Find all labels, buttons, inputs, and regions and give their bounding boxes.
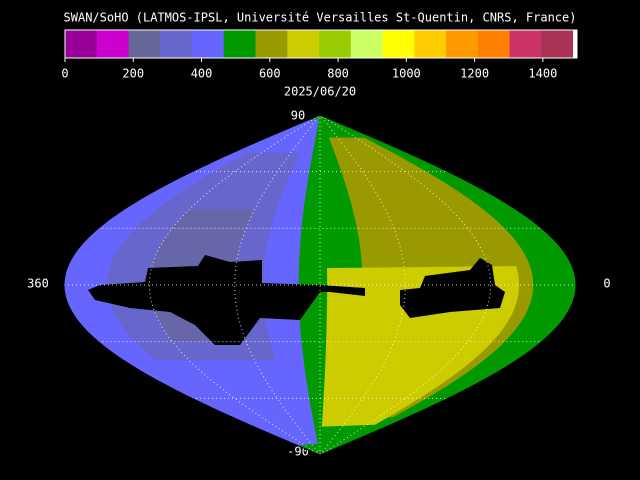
colorbar-frame [64,29,578,59]
colorbar-tick-label: 1200 [460,67,489,81]
colorbar-segment [96,30,129,58]
colorbar-segment [255,30,288,58]
colorbar-segment [160,30,193,58]
colorbar-segment [128,30,161,58]
colorbar-segment [350,30,383,58]
colorbar-segment [319,30,352,58]
colorbar-segment [223,30,256,58]
sky-outline [63,114,577,456]
colorbar-segment [287,30,320,58]
colorbar-tick-label: 0 [61,67,68,81]
colorbar-tick-label: 1000 [392,67,421,81]
lon-left-label: 360 [27,277,49,291]
no-data-area [400,258,505,318]
colorbar-tick-label: 800 [327,67,349,81]
no-data-area [88,255,365,345]
grid-meridian [319,114,406,456]
colorbar-tick-label: 600 [259,67,281,81]
sky-map [63,114,577,456]
lat-top-label: 90 [291,109,305,123]
colorbar-segment [446,30,479,58]
colorbar-tick-label: 1400 [528,67,557,81]
colorbar-segment [192,30,225,58]
colorbar-segment [541,30,574,58]
colorbar-segment [509,30,542,58]
title: SWAN/SoHO (LATMOS-IPSL, Université Versa… [64,11,577,25]
colorbar-segment [414,30,447,58]
lon-right-label: 0 [603,277,610,291]
date: 2025/06/20 [284,85,356,99]
grid-meridian [148,114,321,456]
colorbar-segment [382,30,415,58]
region-edge-green [357,133,576,437]
colorbar-segment [65,30,98,58]
colorbar-tick-label: 200 [122,67,144,81]
colorbar-segment [573,30,578,58]
grid-meridian [319,114,492,456]
colorbar-segment [477,30,510,58]
grid-meridian [234,114,321,456]
colorbar-tick-label: 400 [191,67,213,81]
